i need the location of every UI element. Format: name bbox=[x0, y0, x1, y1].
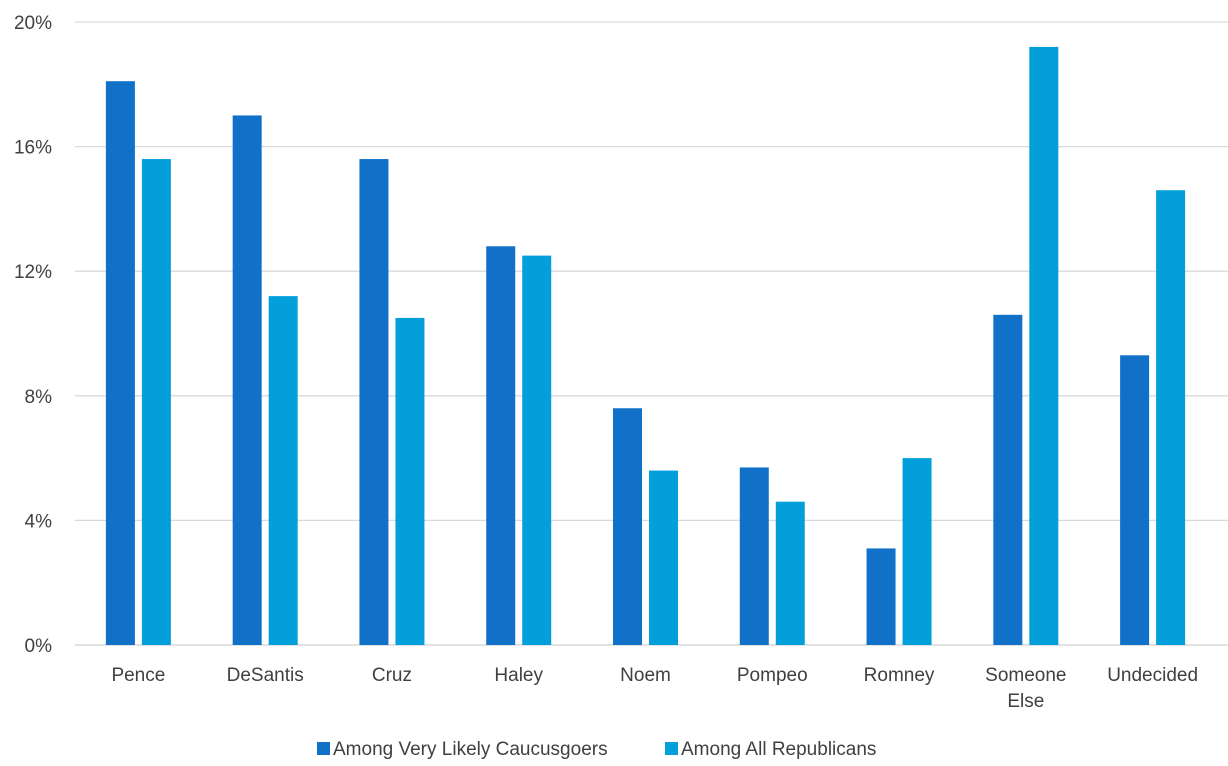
y-tick-label: 0% bbox=[25, 636, 53, 657]
y-tick-label: 20% bbox=[14, 13, 52, 34]
legend-label: Among All Republicans bbox=[681, 739, 876, 760]
x-category-label: Someone Else bbox=[985, 665, 1066, 712]
y-tick-label: 12% bbox=[14, 262, 52, 283]
x-category-label: Cruz bbox=[372, 665, 412, 686]
bar-all-republicans bbox=[141, 159, 171, 645]
bar-all-republicans bbox=[268, 296, 298, 645]
bar-all-republicans bbox=[1029, 46, 1059, 646]
x-category-label: DeSantis bbox=[227, 665, 304, 686]
bar-all-republicans bbox=[522, 255, 552, 645]
x-category-label: Noem bbox=[620, 665, 671, 686]
x-category-label: Haley bbox=[494, 665, 543, 686]
legend-swatch bbox=[665, 742, 678, 755]
bar-all-republicans bbox=[395, 317, 425, 645]
y-axis-tick-labels: 0% 4% 8% 12% 16% 20% bbox=[14, 13, 52, 657]
bar-very-likely bbox=[105, 81, 135, 645]
legend-swatch bbox=[317, 742, 330, 755]
bar-very-likely bbox=[613, 408, 642, 645]
bar-very-likely bbox=[486, 246, 516, 645]
bar-all-republicans bbox=[902, 458, 932, 645]
bar-very-likely bbox=[359, 159, 389, 645]
legend-label: Among Very Likely Caucusgoers bbox=[333, 739, 608, 760]
bar-very-likely bbox=[739, 467, 769, 645]
bar-very-likely bbox=[866, 548, 896, 645]
x-axis-category-labels: Pence DeSantis Cruz Haley Noem Pompeo Romney So… bbox=[111, 665, 1198, 712]
bar-very-likely bbox=[232, 115, 262, 645]
x-category-label: Pence bbox=[111, 665, 165, 686]
y-tick-label: 16% bbox=[14, 138, 52, 159]
bars bbox=[105, 46, 1186, 646]
y-tick-label: 4% bbox=[25, 511, 53, 532]
bar-all-republicans bbox=[649, 470, 678, 645]
y-tick-label: 8% bbox=[25, 387, 53, 408]
bar-all-republicans bbox=[1156, 190, 1186, 645]
x-category-label: Romney bbox=[864, 665, 935, 686]
bar-all-republicans bbox=[775, 501, 805, 645]
bar-very-likely bbox=[1120, 355, 1150, 645]
x-category-label: Pompeo bbox=[737, 665, 808, 686]
bar-very-likely bbox=[993, 314, 1023, 645]
x-category-label: Undecided bbox=[1107, 665, 1198, 686]
legend: Among Very Likely Caucusgoers Among All R… bbox=[317, 739, 876, 760]
